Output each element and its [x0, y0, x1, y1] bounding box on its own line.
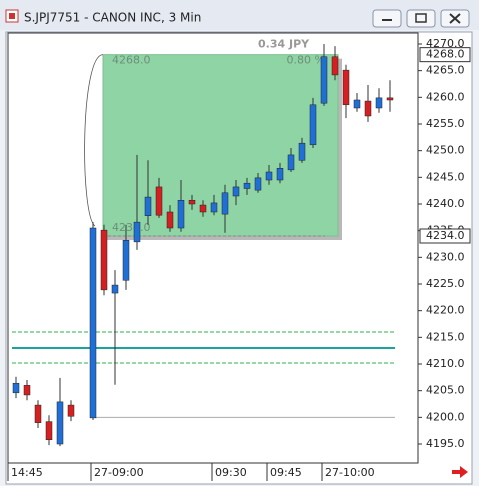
candle-body — [199, 204, 207, 213]
candle-body — [177, 200, 185, 229]
y-tick-label: 4215.0 — [426, 330, 465, 343]
candle-body — [100, 229, 108, 291]
candle-body — [133, 221, 141, 243]
x-tick-label: 09:45 — [270, 466, 302, 479]
price-marker-box — [419, 228, 471, 244]
y-tick-label: 4255.0 — [426, 117, 465, 130]
y-tick-label: 4240.0 — [426, 197, 465, 210]
candle-body — [265, 171, 273, 181]
candle-body — [320, 56, 328, 104]
candle-body — [144, 196, 152, 216]
y-tick-label: 4250.0 — [426, 144, 465, 157]
window-buttons[interactable] — [372, 9, 470, 28]
candle-body — [386, 97, 394, 101]
y-tick-label: 4265.0 — [426, 64, 465, 77]
y-tick-label: 4200.0 — [426, 410, 465, 423]
candle-body — [375, 97, 383, 109]
measure-bottom-label: 4234.0 — [112, 221, 151, 234]
measure-arc — [84, 54, 104, 227]
candle-body — [287, 154, 295, 171]
plot-layer: 4268.0 4234.0 0.80 % 0.34 JPY 4195.0 4200.0 42… — [7, 37, 471, 481]
y-tick-label: 4270.0 — [426, 37, 465, 50]
candle-body — [45, 421, 53, 440]
y-tick-label: 4260.0 — [426, 90, 465, 103]
measure-pct-label: 0.80 % — [287, 54, 325, 67]
y-tick-label: 4220.0 — [426, 304, 465, 317]
maximize-button[interactable] — [406, 9, 436, 28]
price-marker-box — [419, 47, 471, 63]
x-tick-label: 14:45 — [11, 466, 43, 479]
x-tick-label: 09:30 — [215, 466, 247, 479]
maximize-icon — [415, 13, 427, 23]
candle-body — [166, 211, 174, 229]
x-tick-label: 27-10:00 — [325, 466, 375, 479]
candle-body — [155, 186, 163, 216]
candle-body — [342, 69, 350, 106]
y-tick-label: 4230.0 — [426, 250, 465, 263]
candle-body — [254, 177, 262, 191]
window-title: S.JPJ7751 - CANON INC, 3 Min — [24, 11, 201, 25]
candle-body — [353, 99, 361, 109]
candle-body — [122, 240, 130, 281]
candle-body — [309, 104, 317, 146]
candle-body — [188, 200, 196, 205]
candle-body — [243, 182, 251, 189]
price-marker-label: 4234.0 — [426, 229, 465, 242]
measure-change-label: 0.34 JPY — [258, 38, 310, 51]
app-icon-inner — [9, 13, 15, 19]
candle-body — [210, 202, 218, 213]
close-icon — [449, 13, 461, 24]
x-tick-label: 27-09:00 — [94, 466, 144, 479]
candle-body — [56, 401, 64, 445]
candle-body — [276, 168, 284, 181]
candle-body — [89, 227, 97, 419]
candle-body — [67, 404, 75, 417]
candle-body — [111, 284, 119, 294]
candle-body — [34, 404, 42, 423]
minimize-button[interactable] — [372, 9, 402, 28]
candle-body — [364, 100, 372, 117]
y-tick-label: 4195.0 — [426, 437, 465, 450]
measure-top-label: 4268.0 — [112, 54, 151, 67]
y-tick-label: 4245.0 — [426, 170, 465, 183]
candle-body — [331, 56, 339, 76]
y-tick-label: 4225.0 — [426, 277, 465, 290]
y-tick-label: 4205.0 — [426, 384, 465, 397]
candle-body — [221, 192, 229, 215]
candle-body — [232, 186, 240, 197]
candle-body — [23, 385, 31, 396]
candle-body — [12, 382, 20, 394]
scroll-arrow[interactable] — [452, 466, 468, 478]
price-marker-label: 4268.0 — [426, 48, 465, 61]
candle-body — [298, 142, 306, 161]
y-tick-label: 4210.0 — [426, 357, 465, 370]
